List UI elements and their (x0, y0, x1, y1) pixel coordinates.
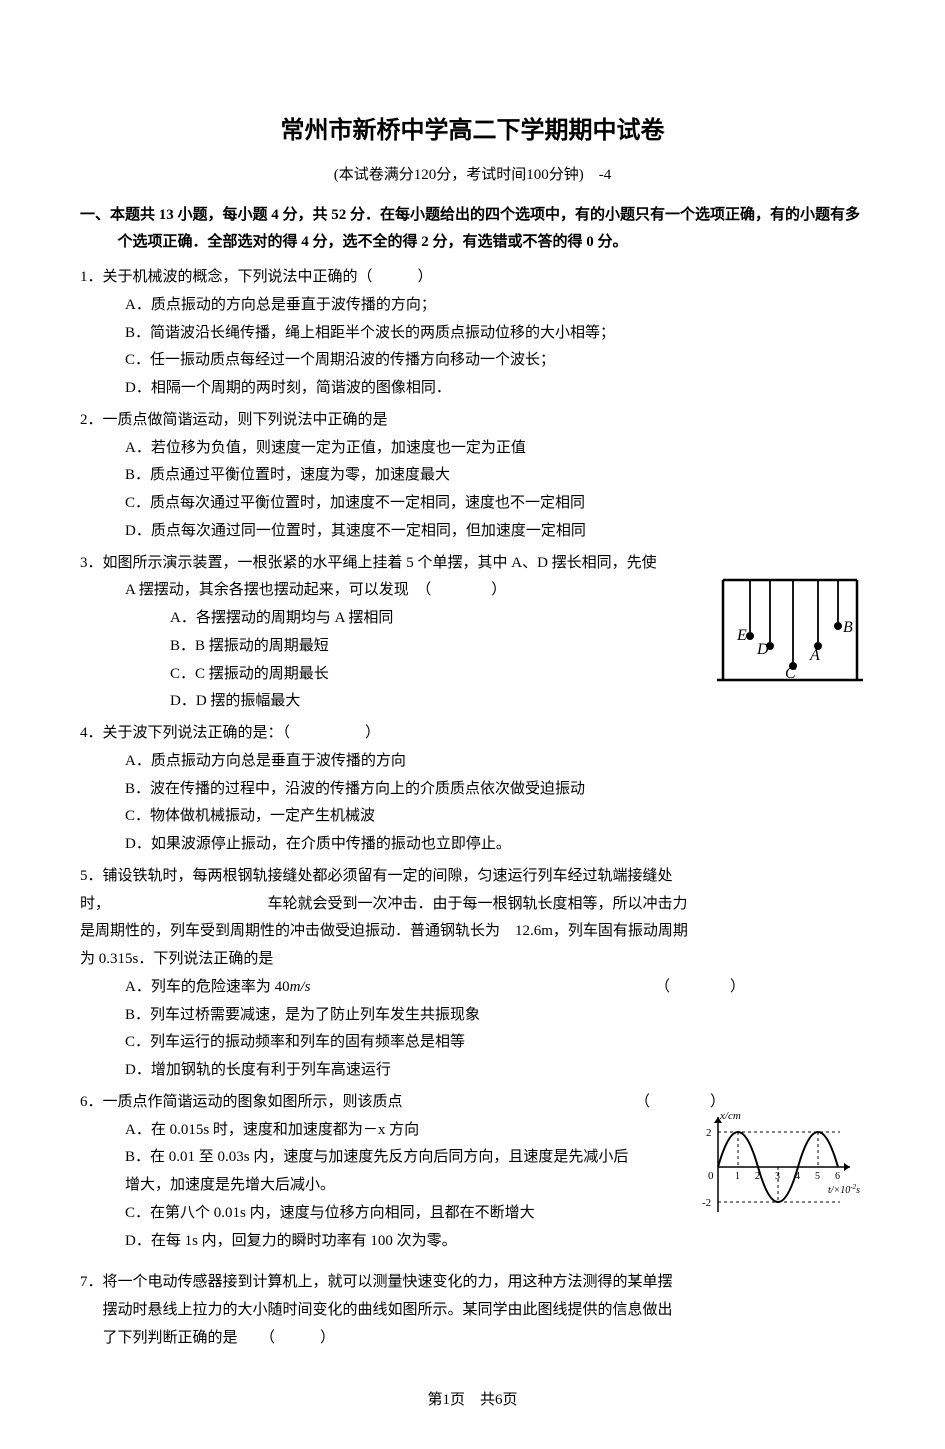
q3-option-c: C．C 摆振动的周期最长 (170, 661, 580, 689)
q4-option-b: B．波在传播的过程中，沿波的传播方向上的介质质点依次做受迫振动 (125, 776, 865, 804)
q4-option-d: D．如果波源停止振动，在介质中传播的振动也立即停止。 (125, 831, 865, 859)
q2-stem: 2．一质点做简谐运动，则下列说法中正确的是 (80, 407, 865, 435)
q6-xtick-4: 4 (795, 1171, 800, 1182)
q6-xtick-5: 5 (815, 1171, 820, 1182)
question-3: 3．如图所示演示装置，一根张紧的水平绳上挂着 5 个单摆，其中 A、D 摆长相同… (80, 550, 865, 717)
fig-label-E: E (736, 627, 747, 644)
q2-option-a: A．若位移为负值，则速度一定为正值，加速度也一定为正值 (125, 435, 865, 463)
q6-options: A．在 0.015s 时，速度和加速度都为－x 方向 B．在 0.01 至 0.… (80, 1117, 640, 1256)
q6-xtick-2: 2 (755, 1171, 760, 1182)
q5-a-text: A．列车的危险速率为 40 (125, 979, 290, 995)
q6-ytick-neg2: -2 (702, 1197, 711, 1209)
q1-stem: 1．关于机械波的概念，下列说法中正确的（ ） (80, 264, 865, 292)
q1-option-a: A．质点振动的方向总是垂直于波传播的方向； (125, 292, 865, 320)
q3-option-b: B．B 摆振动的周期最短 (170, 633, 580, 661)
q5-option-c: C．列车运行的振动频率和列车的固有频率总是相等 (125, 1029, 865, 1057)
q3-options: A．各摆摆动的周期均与 A 摆相同 B．B 摆振动的周期最短 C．C 摆振动的周… (80, 605, 580, 716)
q6-xtick-3: 3 (775, 1171, 780, 1182)
page-title: 常州市新桥中学高二下学期期中试卷 (80, 110, 865, 145)
question-1: 1．关于机械波的概念，下列说法中正确的（ ） A．质点振动的方向总是垂直于波传播… (80, 264, 865, 403)
question-6: 6．一质点作简谐运动的图象如图所示，则该质点 （ ） A．在 0.015s 时，… (80, 1089, 865, 1256)
q5-option-a: A．列车的危险速率为 40m/s （ ） (125, 974, 865, 1002)
q6-stem-text: 6．一质点作简谐运动的图象如图所示，则该质点 (80, 1094, 403, 1110)
q6-ylabel: x/cm (719, 1110, 741, 1122)
q2-option-b: B．质点通过平衡位置时，速度为零，加速度最大 (125, 462, 865, 490)
q5-line1: 5．铺设铁轨时，每两根钢轨接缝处都必须留有一定的间隙，匀速运行列车经过轨端接缝处 (80, 863, 865, 891)
question-2: 2．一质点做简谐运动，则下列说法中正确的是 A．若位移为负值，则速度一定为正值，… (80, 407, 865, 546)
q5-a-unit: m/s (290, 979, 311, 995)
q1-options: A．质点振动的方向总是垂直于波传播的方向； B．简谐波沿长绳传播，绳上相距半个波… (80, 292, 865, 403)
q4-option-a: A．质点振动方向总是垂直于波传播的方向 (125, 748, 865, 776)
q5-option-d: D．增加钢轨的长度有利于列车高速运行 (125, 1057, 865, 1085)
q4-options: A．质点振动方向总是垂直于波传播的方向 B．波在传播的过程中，沿波的传播方向上的… (80, 748, 865, 859)
q1-option-d: D．相隔一个周期的两时刻，简谐波的图像相同． (125, 375, 865, 403)
subtitle-main: (本试卷满分120分，考试时间100分钟) (334, 167, 584, 183)
q7-line3: 了下列判断正确的是 （ ） (80, 1325, 865, 1353)
sine-wave-figure: x/cm 2 -2 0 1 2 3 4 5 6 t/×10-2s (700, 1107, 865, 1222)
page-footer: 第1页 共6页 (80, 1388, 865, 1409)
fig-label-C: C (785, 665, 796, 682)
q4-stem: 4．关于波下列说法正确的是：（ ） (80, 720, 865, 748)
q6-option-c: C．在第八个 0.01s 内，速度与位移方向相同，且都在不断增大 (125, 1200, 640, 1228)
q5-paren: （ ） (655, 974, 745, 1002)
q5-line2: 时， 车轮就会受到一次冲击．由于每一根钢轨长度相等，所以冲击力 (80, 891, 865, 919)
q6-origin: 0 (708, 1170, 714, 1182)
fig-label-B: B (843, 619, 853, 636)
question-4: 4．关于波下列说法正确的是：（ ） A．质点振动方向总是垂直于波传播的方向 B．… (80, 720, 865, 859)
fig-label-A: A (809, 647, 820, 664)
q6-xtick-6: 6 (835, 1171, 840, 1182)
q3-option-d: D．D 摆的振幅最大 (170, 688, 580, 716)
q7-line2: 摆动时悬线上拉力的大小随时间变化的曲线如图所示。某同学由此图线提供的信息做出 (80, 1297, 865, 1325)
q6-option-a: A．在 0.015s 时，速度和加速度都为－x 方向 (125, 1117, 640, 1145)
q2-option-d: D．质点每次通过同一位置时，其速度不一定相同，但加速度一定相同 (125, 518, 865, 546)
q7-line1: 7．将一个电动传感器接到计算机上，就可以测量快速变化的力，用这种方法测得的某单摆 (80, 1269, 865, 1297)
question-5: 5．铺设铁轨时，每两根钢轨接缝处都必须留有一定的间隙，匀速运行列车经过轨端接缝处… (80, 863, 865, 1085)
q2-option-c: C．质点每次通过平衡位置时，加速度不一定相同，速度也不一定相同 (125, 490, 865, 518)
q3-option-a: A．各摆摆动的周期均与 A 摆相同 (170, 605, 580, 633)
section-1-heading: 一、本题共 13 小题，每小题 4 分，共 52 分．在每小题给出的四个选项中，… (80, 202, 865, 256)
q2-options: A．若位移为负值，则速度一定为正值，加速度也一定为正值 B．质点通过平衡位置时，… (80, 435, 865, 546)
q1-option-b: B．简谐波沿长绳传播，绳上相距半个波长的两质点振动位移的大小相等； (125, 320, 865, 348)
q5-line4: 为 0.315s．下列说法正确的是 (80, 946, 865, 974)
q5-options: A．列车的危险速率为 40m/s （ ） B．列车过桥需要减速，是为了防止列车发… (80, 974, 865, 1085)
q5-line3: 是周期性的，列车受到周期性的冲击做受迫振动．普通钢轨长为 12.6m，列车固有振… (80, 918, 865, 946)
pendulum-figure: E D C A B (715, 570, 865, 690)
q1-option-c: C．任一振动质点每经过一个周期沿波的传播方向移动一个波长； (125, 347, 865, 375)
subtitle-tag: -4 (599, 167, 612, 183)
fig-label-D: D (756, 641, 769, 658)
q6-option-b: B．在 0.01 至 0.03s 内，速度与加速度先反方向后同方向，且速度是先减… (125, 1144, 640, 1200)
q6-xtick-1: 1 (735, 1171, 740, 1182)
exam-subtitle: (本试卷满分120分，考试时间100分钟) -4 (80, 163, 865, 184)
q6-ytick-2: 2 (706, 1127, 712, 1139)
q6-option-d: D．在每 1s 内，回复力的瞬时功率有 100 次为零。 (125, 1228, 640, 1256)
question-7: 7．将一个电动传感器接到计算机上，就可以测量快速变化的力，用这种方法测得的某单摆… (80, 1269, 865, 1352)
q4-option-c: C．物体做机械振动，一定产生机械波 (125, 803, 865, 831)
q6-xlabel: t/×10-2s (828, 1183, 860, 1196)
q5-option-b: B．列车过桥需要减速，是为了防止列车发生共振现象 (125, 1002, 865, 1030)
